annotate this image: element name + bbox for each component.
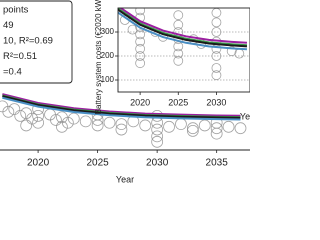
y-tick-label: 100 xyxy=(101,75,115,84)
data-point xyxy=(135,43,146,54)
data-point xyxy=(79,115,92,128)
fit-curve xyxy=(118,8,248,48)
data-point xyxy=(2,105,15,118)
x-tick-label: 2035 xyxy=(206,158,229,169)
y-tick-label: 300 xyxy=(101,27,115,36)
data-point xyxy=(14,110,27,122)
data-point xyxy=(103,116,116,129)
plot-area xyxy=(0,93,247,148)
data-point xyxy=(32,110,44,122)
fit-curve xyxy=(2,96,241,121)
x-tick-label: 2030 xyxy=(146,158,169,169)
data-point xyxy=(234,122,247,135)
data-point xyxy=(211,70,222,81)
data-point xyxy=(211,63,222,73)
data-point xyxy=(135,29,146,40)
data-point xyxy=(210,122,223,135)
data-point xyxy=(173,19,184,30)
data-point xyxy=(32,116,44,129)
x-tick-label: 2025 xyxy=(168,97,188,107)
data-point xyxy=(67,112,80,125)
data-point xyxy=(173,10,184,21)
fit-curve xyxy=(2,95,241,119)
data-point xyxy=(198,119,211,132)
data-point xyxy=(186,125,199,137)
chart: 2020 2025 2030 2035 Year points 49 10, R²=0.69 R… xyxy=(0,0,250,184)
fit-curve xyxy=(118,8,248,44)
data-point xyxy=(50,114,62,126)
x-axis-label: Ye xyxy=(240,111,250,121)
x-tick-label: 2025 xyxy=(86,158,109,169)
legend-entry: 49 xyxy=(3,20,14,31)
data-point xyxy=(8,103,21,115)
plot-area xyxy=(118,8,250,81)
y-tick-label: 200 xyxy=(101,51,115,60)
data-point xyxy=(26,112,39,125)
data-point xyxy=(211,51,222,61)
data-point xyxy=(135,8,146,16)
data-point xyxy=(210,127,223,140)
data-point xyxy=(56,120,68,133)
data-point xyxy=(151,135,164,148)
data-point xyxy=(175,118,187,130)
data-point xyxy=(115,123,128,136)
inset-frame xyxy=(117,7,250,93)
data-point xyxy=(91,119,104,132)
data-point xyxy=(139,119,152,132)
data-point xyxy=(135,51,146,61)
data-point xyxy=(211,17,222,28)
data-point xyxy=(186,122,199,135)
x-tick-label: 2020 xyxy=(130,97,150,107)
x-tick-label: 2020 xyxy=(27,158,50,169)
x-axis-label: Year xyxy=(116,174,134,184)
legend-entry: 10, R²=0.69 xyxy=(3,36,53,47)
fit-curve xyxy=(2,93,241,117)
data-point xyxy=(135,36,146,47)
data-point xyxy=(226,46,237,57)
y-axis-label: Battery system costs (€2020 kWh⁻¹) xyxy=(94,0,103,114)
data-point xyxy=(222,120,235,133)
data-point xyxy=(115,118,128,130)
data-point xyxy=(173,55,184,66)
legend-entry: R²=0.51 xyxy=(3,51,37,62)
data-point xyxy=(135,58,146,69)
fit-curve xyxy=(118,11,248,51)
legend-entry: =0.4 xyxy=(3,67,22,78)
legend-entry: points xyxy=(3,5,29,16)
data-point xyxy=(163,120,175,133)
data-point xyxy=(151,123,164,136)
data-point xyxy=(61,116,74,129)
data-point xyxy=(211,27,222,37)
legend-box xyxy=(0,0,73,84)
data-point xyxy=(151,130,164,143)
x-tick-label: 2030 xyxy=(206,97,226,107)
data-point xyxy=(151,116,164,129)
data-point xyxy=(127,24,138,35)
data-point xyxy=(173,48,184,59)
data-point xyxy=(20,119,33,132)
